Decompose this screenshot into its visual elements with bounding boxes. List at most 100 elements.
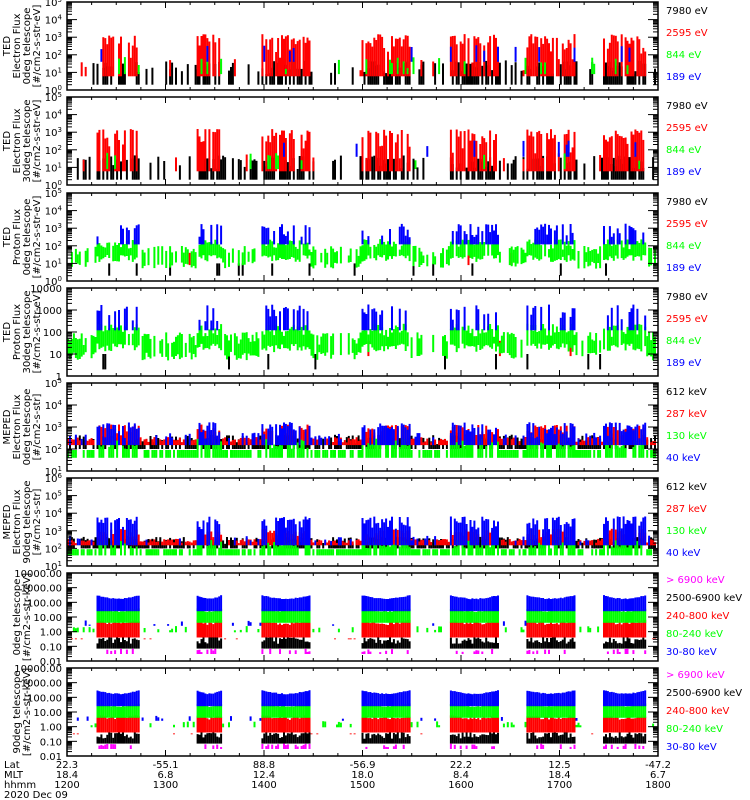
y-axis-label: MEPED Electron Flux 90deg telescope [#/cm2-… — [2, 480, 43, 563]
y-tick-label: 10 — [49, 350, 62, 361]
y-tick-label: 103 — [45, 222, 62, 235]
panel-7-data — [70, 595, 656, 654]
y-axis-label-line: [#/cm2-s-str] — [32, 393, 43, 460]
legend-entry: 7980 eV — [666, 292, 708, 303]
y-axis-label-line: Electron Flux — [12, 394, 23, 459]
legend-entry: 7980 eV — [666, 6, 708, 17]
panel-6-data — [67, 516, 656, 556]
y-axis-label-line: TED — [2, 131, 13, 152]
y-tick-label: 10.00 — [33, 613, 62, 624]
legend-entry: 189 eV — [666, 263, 701, 274]
panel-5-data — [67, 422, 656, 458]
legend-entry: 844 eV — [666, 145, 701, 156]
y-tick-label: 0.10 — [40, 642, 62, 653]
y-tick-label: 100.00 — [27, 598, 62, 609]
y-tick-label: 102 — [45, 542, 62, 555]
y-tick-label: 102 — [45, 443, 62, 456]
y-axis-label-line: [#/cm2-s-str-eV] — [32, 196, 43, 279]
legend-entry: 189 eV — [666, 167, 701, 178]
legend-entry: 287 keV — [666, 409, 707, 420]
legend-entry: 189 eV — [666, 358, 701, 369]
y-axis-label: MEPED Electron Flux 0deg telescope [#/cm2-s… — [2, 389, 43, 466]
y-tick-label: 10000.00 — [14, 569, 62, 580]
legend-entry: 7980 eV — [666, 197, 708, 208]
legend-entry: 844 eV — [666, 50, 701, 61]
y-axis-label-line: Electron Flux — [12, 13, 23, 78]
panel-8: 0.010.101.0010.00100.001000.0010000.0090… — [12, 664, 742, 763]
y-axis-label-line: TED — [2, 322, 13, 343]
y-axis-label-line: MEPED — [2, 409, 13, 444]
y-axis-label-line: 30deg telescope — [22, 290, 33, 373]
y-tick-label: 101 — [45, 161, 62, 174]
legend-entry: 130 keV — [666, 431, 707, 442]
y-axis-label-line: [#/cm2-s-str-keV] — [22, 573, 33, 661]
y-tick-label: 105 — [45, 0, 62, 9]
legend-entry: 40 keV — [666, 453, 700, 464]
y-tick-label: 0.01 — [40, 657, 62, 668]
y-axis-label-line: TED — [2, 227, 13, 248]
y-tick-label: 102 — [45, 144, 62, 157]
legend-entry: 2500-6900 keV — [666, 593, 742, 604]
y-axis-label-line: 0deg telescope — [22, 199, 33, 276]
y-tick-label: 103 — [45, 126, 62, 139]
y-tick-label: 100 — [45, 275, 62, 288]
legend-entry: 80-240 keV — [666, 629, 723, 640]
legend-entry: 844 eV — [666, 336, 701, 347]
panel-7: 0.01 0.10 1.00 10.00 100.00 1000.00 10000.000d… — [12, 569, 742, 668]
y-axis-label: TED Electron Flux 30deg telescope [#/cm2-s-… — [2, 99, 43, 182]
y-axis-label: TED Proton Flux 0deg telescope [#/cm2-s-str… — [2, 196, 43, 279]
panel-4-data — [67, 304, 656, 370]
y-tick-label: 101 — [45, 66, 62, 79]
y-axis-label: TED Proton Flux 30deg telescope [#/cm2-s-st… — [2, 290, 43, 373]
y-axis-label-line: [#/cm2-s-str-eV] — [32, 291, 43, 374]
y-tick-label: 101 — [45, 560, 62, 573]
y-tick-label: 105 — [45, 187, 62, 200]
y-axis-label-line: Electron Flux — [12, 489, 23, 554]
y-tick-label: 102 — [45, 240, 62, 253]
y-axis-label-line: Proton Flux — [12, 304, 23, 360]
y-axis-label-line: 90deg telescope — [22, 480, 33, 563]
legend-entry: 844 eV — [666, 241, 701, 252]
legend-entry: 40 keV — [666, 548, 700, 559]
y-tick-label: 104 — [45, 399, 63, 412]
legend-entry: 2595 eV — [666, 123, 708, 134]
y-tick-label: 100 — [43, 328, 62, 339]
y-tick-label: 101 — [45, 257, 62, 270]
y-axis-label: 0deg telescope [#/cm2-s-str-keV] — [12, 573, 33, 661]
panel-8-data — [72, 690, 655, 749]
y-tick-label: 1.00 — [40, 628, 62, 639]
panel-2-data — [76, 129, 655, 180]
legend-entry: 612 keV — [666, 387, 707, 398]
y-tick-label: 1000 — [37, 306, 62, 317]
y-axis-label-line: 30deg telescope — [22, 99, 33, 182]
y-axis-label-line: [#/cm2-s-str-eV] — [32, 100, 43, 183]
y-axis-label-line: [#/cm2-s-str-eV] — [32, 5, 43, 88]
legend-entry: > 6900 keV — [666, 575, 725, 586]
y-tick-label: 104 — [45, 14, 63, 27]
y-tick-label: 106 — [45, 472, 63, 485]
y-axis-label-line: Electron Flux — [12, 108, 23, 173]
legend-entry: 130 keV — [666, 526, 707, 537]
legend-entry: 240-800 keV — [666, 611, 730, 622]
panel-3-data — [70, 223, 656, 276]
y-axis-label-line: MEPED — [2, 504, 13, 539]
legend-entry: 7980 eV — [666, 101, 708, 112]
y-tick-label: 104 — [45, 109, 63, 122]
y-tick-label: 100 — [45, 179, 62, 192]
y-axis-label: TED Electron Flux 0deg telescope [#/cm2-s-s… — [2, 5, 43, 88]
y-axis-label-line: 0deg telescope — [22, 8, 33, 85]
y-tick-label: 101 — [45, 465, 62, 478]
legend-entry: 287 keV — [666, 504, 707, 515]
y-tick-label: 100 — [45, 84, 62, 97]
legend-entry: 612 keV — [666, 482, 707, 493]
y-tick-label: 103 — [45, 525, 62, 538]
y-tick-label: 105 — [45, 91, 62, 104]
legend-entry: 30-80 keV — [666, 647, 717, 658]
y-tick-label: 103 — [45, 31, 62, 44]
